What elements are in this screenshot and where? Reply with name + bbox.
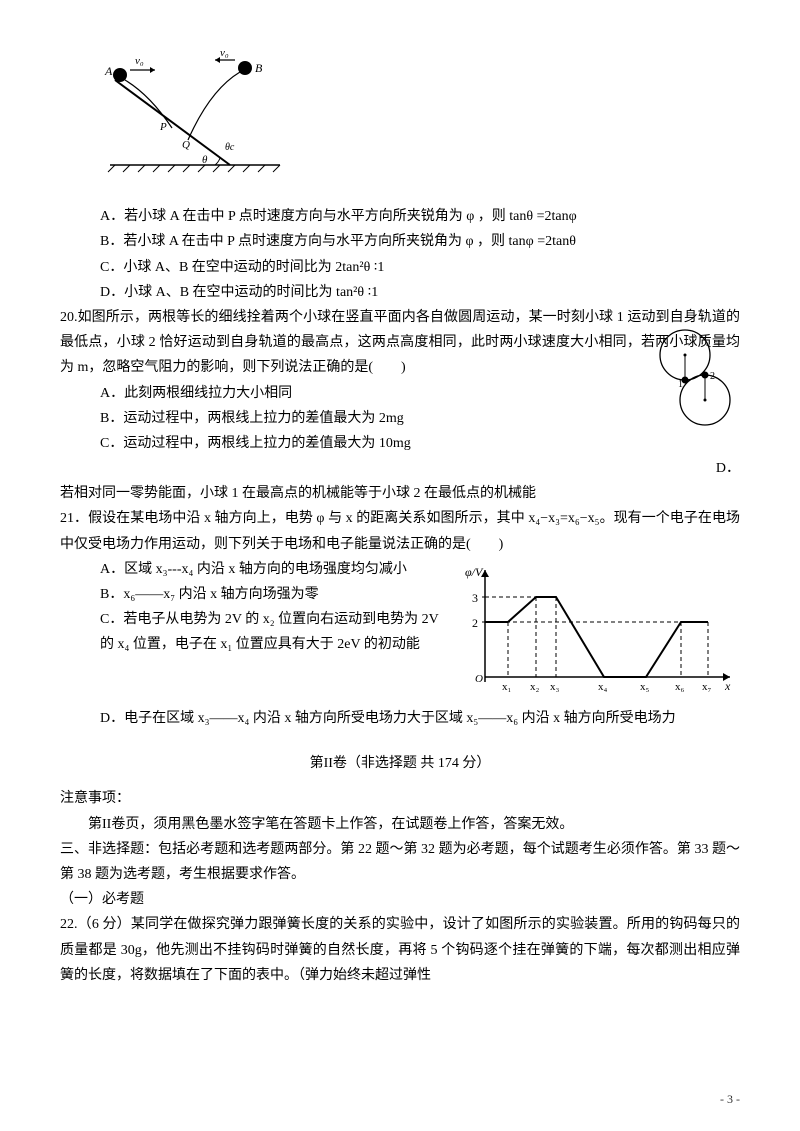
q20-option-c: C．运动过程中，两根线上拉力的差值最大为 10mg (60, 431, 740, 456)
q19-option-b: B．若小球 A 在击中 P 点时速度方向与水平方向所夹锐角为 φ ，则 tanφ… (60, 229, 740, 254)
section2-title: 第II卷（非选择题 共 174 分） (60, 751, 740, 776)
q21-diagram-svg: φ/V x O 2 3 x₁ x₂ x₃ x₄ x₅ x₆ x₇ (460, 562, 740, 697)
q20-option-a: A．此刻两根细线拉力大小相同 (60, 381, 740, 406)
q19-option-c: C．小球 A、B 在空中运动的时间比为 2tan²θ ∶1 (60, 255, 740, 280)
svg-text:2: 2 (472, 616, 478, 630)
svg-text:θ: θ (202, 154, 208, 166)
q20-option-d-rest: 若相对同一零势能面，小球 1 在最高点的机械能等于小球 2 在最低点的机械能 (60, 481, 740, 506)
svg-text:x₇: x₇ (702, 681, 712, 693)
q20-option-d-prefix-line: D． (60, 456, 740, 481)
q21-option-d: D．电子在区域 x₃——x₄ 内沿 x 轴方向所受电场力大于区域 x₅——x₆ … (60, 706, 740, 731)
q19-option-d: D．小球 A、B 在空中运动的时间比为 tan²θ ∶1 (60, 280, 740, 305)
svg-text:x₆: x₆ (675, 681, 685, 693)
svg-text:O: O (475, 673, 483, 685)
q21-block: 21．假设在某电场中沿 x 轴方向上，电势 φ 与 x 的距离关系如图所示，其中… (60, 506, 740, 731)
svg-text:1: 1 (678, 379, 683, 390)
q20-figure: 1 2 (640, 325, 740, 444)
svg-text:x₂: x₂ (530, 681, 540, 693)
q21-figure: φ/V x O 2 3 x₁ x₂ x₃ x₄ x₅ x₆ x₇ (460, 562, 740, 706)
part3-intro: 三、非选择题：包括必考题和选考题两部分。第 22 题～第 32 题为必考题，每个… (60, 837, 740, 887)
q20-diagram-svg: 1 2 (640, 325, 740, 435)
q22-stem: 22.（6 分）某同学在做探究弹力跟弹簧长度的关系的实验中，设计了如图所示的实验… (60, 912, 740, 988)
svg-text:2: 2 (710, 371, 715, 382)
svg-text:φ/V: φ/V (465, 565, 484, 579)
svg-text:θc: θc (225, 142, 235, 153)
svg-text:x: x (724, 679, 731, 693)
q20-block: 20.如图所示，两根等长的细线拴着两个小球在竖直平面内各自做圆周运动，某一时刻小… (60, 305, 740, 507)
svg-text:v₀: v₀ (220, 50, 229, 59)
q19-option-a: A．若小球 A 在击中 P 点时速度方向与水平方向所夹锐角为 φ ，则 tanθ… (60, 204, 740, 229)
q20-d-prefix: D． (716, 461, 740, 476)
svg-text:v₀: v₀ (135, 55, 144, 67)
svg-text:A: A (104, 64, 113, 78)
q19-diagram-svg: θ A v₀ B v₀ P Q θc (100, 50, 300, 180)
svg-text:B: B (255, 61, 263, 75)
q19-figure: θ A v₀ B v₀ P Q θc (100, 50, 740, 189)
notice-body: 第II卷页，须用黑色墨水签字笔在答题卡上作答，在试题卷上作答，答案无效。 (60, 812, 740, 837)
svg-text:x₃: x₃ (550, 681, 560, 693)
q20-option-b: B．运动过程中，两根线上拉力的差值最大为 2mg (60, 406, 740, 431)
q21-stem: 21．假设在某电场中沿 x 轴方向上，电势 φ 与 x 的距离关系如图所示，其中… (60, 506, 740, 556)
svg-text:Q: Q (182, 139, 190, 151)
svg-text:x₅: x₅ (640, 681, 650, 693)
notice-label: 注意事项： (60, 786, 740, 811)
svg-text:x₄: x₄ (598, 681, 608, 693)
svg-text:3: 3 (472, 591, 478, 605)
svg-text:P: P (159, 121, 167, 133)
page-number: - 3 - (720, 1089, 740, 1111)
svg-text:x₁: x₁ (502, 681, 512, 693)
subpart-label: （一）必考题 (60, 887, 740, 912)
page-container: θ A v₀ B v₀ P Q θc A．若小球 A 在击中 P (0, 0, 800, 1131)
q20-stem: 20.如图所示，两根等长的细线拴着两个小球在竖直平面内各自做圆周运动，某一时刻小… (60, 305, 740, 381)
